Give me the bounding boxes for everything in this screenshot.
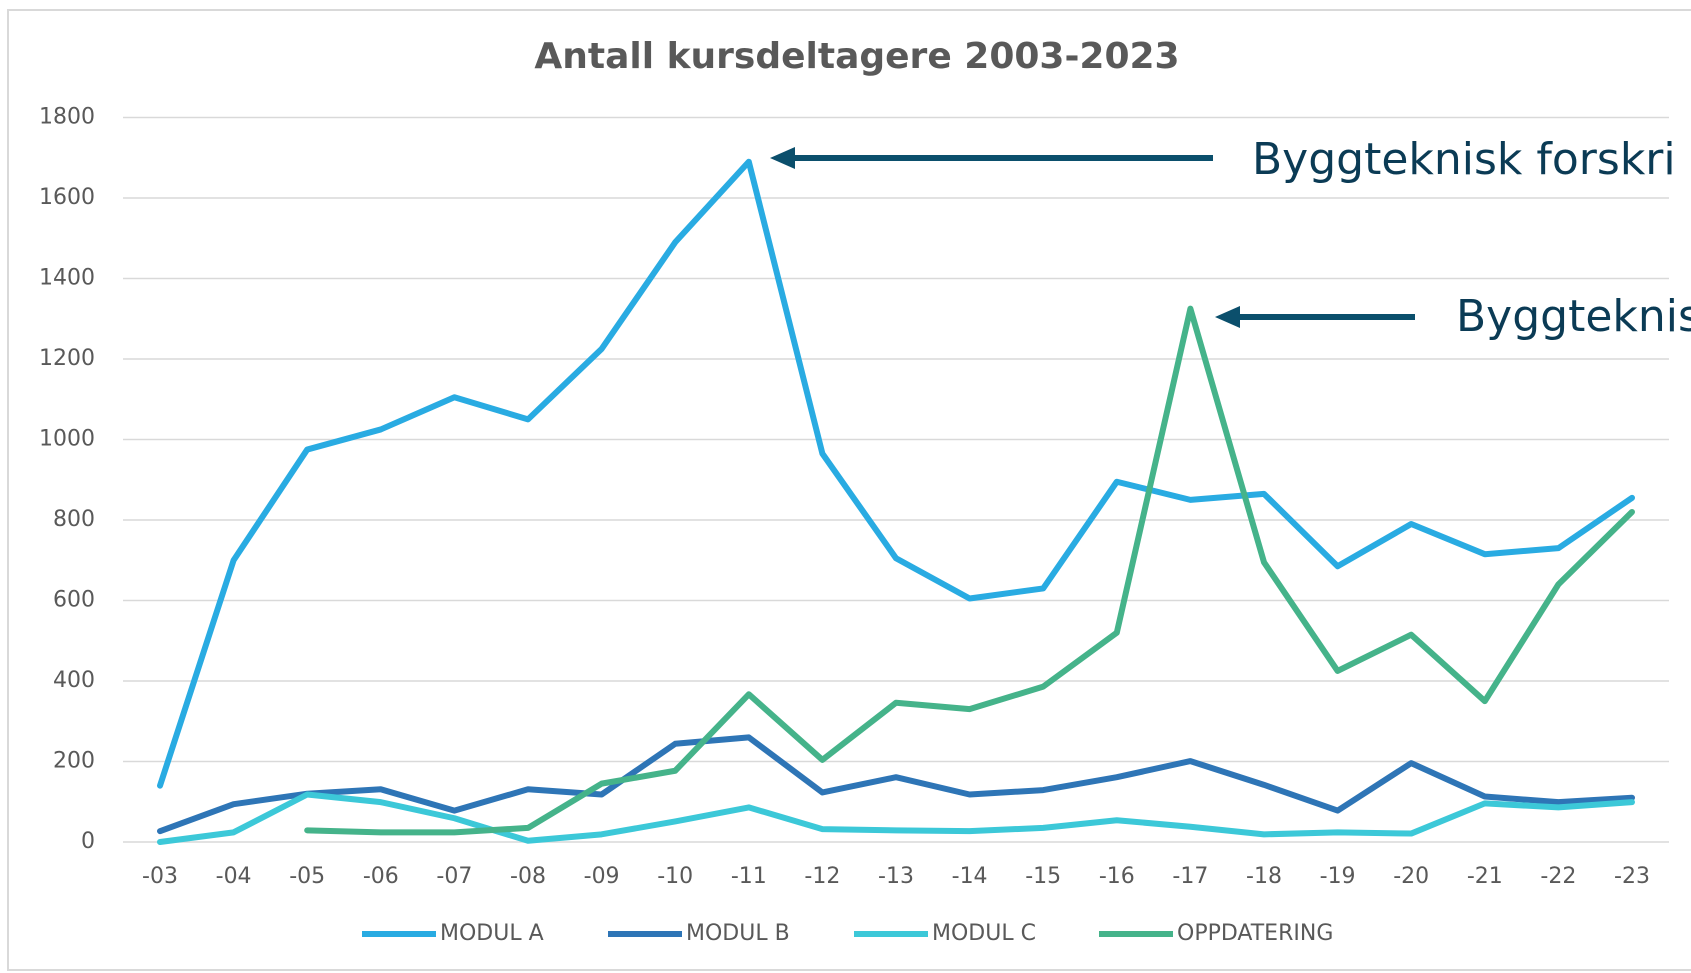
- y-tick-label: 1400: [39, 266, 95, 291]
- series-line: [157, 791, 1635, 845]
- x-tick-label: -12: [804, 864, 840, 889]
- legend-label: MODUL C: [932, 921, 1036, 946]
- series-line: [304, 305, 1635, 836]
- series-line: [157, 734, 1635, 835]
- y-tick-label: 800: [53, 507, 95, 532]
- x-tick-label: -15: [1025, 864, 1061, 889]
- x-tick-label: -23: [1614, 864, 1650, 889]
- y-tick-label: 1600: [39, 185, 95, 210]
- x-tick-label: -22: [1540, 864, 1576, 889]
- x-tick-label: -16: [1099, 864, 1135, 889]
- annotation-arrows: [770, 147, 1415, 328]
- arrow-head: [770, 147, 795, 169]
- x-tick-label: -17: [1172, 864, 1208, 889]
- y-tick-label: 1800: [39, 105, 95, 130]
- legend-label: MODUL B: [686, 921, 790, 946]
- x-tick-label: -06: [363, 864, 399, 889]
- x-tick-label: -08: [510, 864, 546, 889]
- x-tick-label: -07: [436, 864, 472, 889]
- x-tick-label: -05: [289, 864, 325, 889]
- x-tick-label: -18: [1246, 864, 1282, 889]
- x-tick-label: -19: [1320, 864, 1356, 889]
- annotation: Byggteknisk forskri: [1252, 134, 1676, 185]
- y-tick-label: 400: [53, 668, 95, 693]
- arrow-head: [1215, 306, 1240, 328]
- chart-border: [7, 9, 1691, 971]
- y-tick-label: 0: [81, 829, 95, 854]
- legend-label: OPPDATERING: [1177, 921, 1333, 946]
- y-tick-label: 1000: [39, 427, 95, 452]
- x-tick-label: -11: [731, 864, 767, 889]
- y-tick-label: 600: [53, 588, 95, 613]
- y-tick-label: 200: [53, 749, 95, 774]
- x-tick-label: -03: [142, 864, 178, 889]
- x-tick-label: -20: [1393, 864, 1429, 889]
- y-tick-label: 1200: [39, 346, 95, 371]
- x-tick-label: -13: [878, 864, 914, 889]
- legend-label: MODUL A: [440, 921, 544, 946]
- x-tick-label: -10: [657, 864, 693, 889]
- x-tick-label: -14: [952, 864, 988, 889]
- x-tick-label: -04: [216, 864, 252, 889]
- annotation: Byggteknis: [1456, 291, 1691, 342]
- series-line: [157, 158, 1635, 789]
- x-tick-label: -09: [584, 864, 620, 889]
- chart-title: Antall kursdeltagere 2003-2023: [534, 36, 1179, 77]
- x-tick-label: -21: [1467, 864, 1503, 889]
